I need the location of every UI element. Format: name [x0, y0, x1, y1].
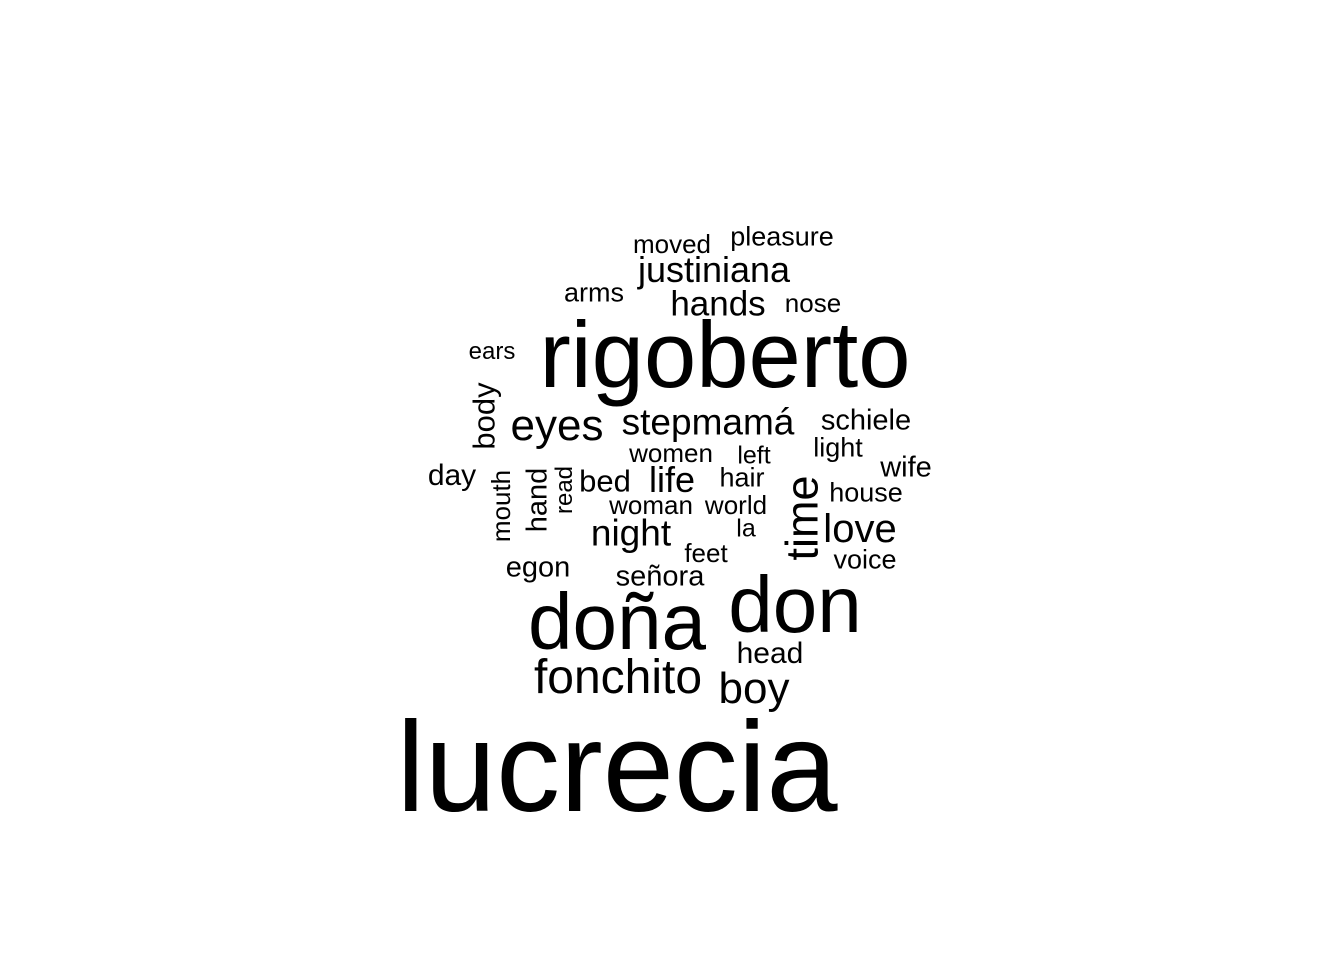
word-wife: wife [880, 451, 932, 484]
word-arms: arms [564, 277, 624, 308]
word-day: day [427, 459, 477, 492]
word-time: time [776, 475, 828, 561]
word-hands: hands [670, 284, 766, 324]
word-lucrecia: lucrecia [396, 696, 838, 839]
word-hand: hand [521, 467, 554, 533]
word-boy: boy [718, 664, 790, 713]
word-senora: señora [615, 560, 705, 593]
word-mouth: mouth [486, 469, 516, 543]
word-woman: woman [609, 490, 693, 520]
word-left: left [737, 441, 771, 470]
word-dona: doña [528, 577, 706, 666]
word-women: women [629, 438, 713, 468]
word-schiele: schiele [820, 404, 912, 437]
word-voice: voice [833, 544, 897, 575]
word-bed: bed [579, 463, 631, 499]
word-nose: nose [784, 288, 842, 318]
word-life: life [648, 459, 696, 500]
word-fonchito: fonchito [533, 651, 703, 704]
word-house: house [829, 477, 903, 508]
word-world: world [704, 490, 768, 520]
word-stepmama: stepmamá [621, 401, 795, 443]
word-la: la [736, 514, 756, 543]
word-eyes: eyes [510, 401, 604, 450]
word-light: light [813, 432, 863, 463]
word-hair: hair [719, 462, 765, 493]
word-pleasure: pleasure [730, 221, 834, 252]
word-body: body [466, 382, 502, 450]
word-justiniana: justiniana [637, 249, 791, 290]
word-don: don [728, 560, 862, 649]
word-feet: feet [684, 538, 728, 568]
word-ears: ears [468, 338, 516, 365]
word-rigoberto: rigoberto [539, 302, 911, 407]
word-head: head [736, 637, 804, 670]
word-night: night [590, 512, 672, 554]
word-moved: moved [632, 229, 712, 259]
word-read: read [551, 465, 578, 515]
word-love: love [823, 507, 897, 551]
word-egon: egon [505, 551, 571, 584]
